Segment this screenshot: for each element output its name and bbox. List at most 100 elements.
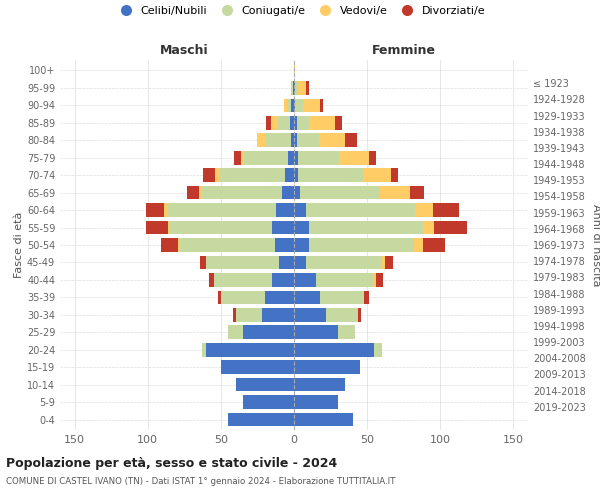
Y-axis label: Fasce di età: Fasce di età <box>14 212 24 278</box>
Bar <box>376 273 383 286</box>
Bar <box>340 151 368 164</box>
Bar <box>319 134 345 147</box>
Bar <box>306 81 308 94</box>
Bar <box>187 186 199 200</box>
Bar <box>199 186 202 200</box>
Bar <box>306 204 415 217</box>
Bar <box>234 151 241 164</box>
Bar <box>297 134 319 147</box>
Bar <box>277 204 294 217</box>
Text: Popolazione per età, sesso e stato civile - 2024: Popolazione per età, sesso e stato civil… <box>6 458 337 470</box>
Bar <box>294 116 297 130</box>
Bar <box>298 151 340 164</box>
Bar <box>203 168 215 182</box>
Bar <box>285 168 294 182</box>
Bar <box>220 168 285 182</box>
Bar <box>228 326 243 339</box>
Text: COMUNE DI CASTEL IVANO (TN) - Dati ISTAT 1° gennaio 2024 - Elaborazione TUTTITAL: COMUNE DI CASTEL IVANO (TN) - Dati ISTAT… <box>6 478 395 486</box>
Bar <box>374 343 382 356</box>
Bar <box>294 204 306 217</box>
Bar <box>283 186 294 200</box>
Bar <box>291 81 293 94</box>
Bar <box>294 168 298 182</box>
Bar <box>161 238 178 252</box>
Bar <box>368 151 376 164</box>
Bar <box>294 186 300 200</box>
Bar <box>294 273 316 286</box>
Bar <box>206 256 280 270</box>
Bar <box>221 360 294 374</box>
Bar <box>308 116 335 130</box>
Text: Femmine: Femmine <box>371 44 436 57</box>
Bar <box>326 308 358 322</box>
Bar <box>345 134 357 147</box>
Bar <box>294 220 308 234</box>
Bar <box>414 238 422 252</box>
Bar <box>382 256 385 270</box>
Bar <box>294 134 297 147</box>
Bar <box>235 378 294 392</box>
Bar <box>170 220 272 234</box>
Bar <box>433 204 459 217</box>
Bar <box>215 168 220 182</box>
Bar <box>272 220 294 234</box>
Bar <box>335 116 342 130</box>
Bar <box>266 116 271 130</box>
Bar <box>291 98 294 112</box>
Bar <box>271 116 278 130</box>
Y-axis label: Anni di nascita: Anni di nascita <box>591 204 600 286</box>
Bar <box>206 343 294 356</box>
Bar <box>380 186 410 200</box>
Bar <box>294 326 338 339</box>
Bar <box>303 98 320 112</box>
Bar <box>287 98 291 112</box>
Bar <box>209 273 214 286</box>
Bar <box>298 168 364 182</box>
Bar <box>294 378 345 392</box>
Bar <box>294 151 298 164</box>
Bar <box>218 290 221 304</box>
Bar <box>374 273 376 286</box>
Bar <box>291 134 294 147</box>
Bar <box>364 290 368 304</box>
Bar <box>300 186 380 200</box>
Bar <box>295 98 303 112</box>
Bar <box>294 308 326 322</box>
Bar <box>202 343 206 356</box>
Bar <box>288 151 294 164</box>
Bar <box>146 204 164 217</box>
Bar <box>180 238 275 252</box>
Bar <box>278 116 290 130</box>
Bar <box>284 98 287 112</box>
Bar <box>200 256 206 270</box>
Bar <box>294 238 308 252</box>
Bar <box>415 204 433 217</box>
Bar <box>294 343 374 356</box>
Bar <box>275 238 294 252</box>
Bar <box>280 256 294 270</box>
Bar <box>214 273 272 286</box>
Bar <box>294 64 295 78</box>
Bar <box>294 81 295 94</box>
Bar <box>294 360 360 374</box>
Bar <box>410 186 424 200</box>
Bar <box>294 412 353 426</box>
Bar <box>434 220 467 234</box>
Bar <box>358 308 361 322</box>
Bar <box>178 238 180 252</box>
Bar <box>298 81 306 94</box>
Bar <box>244 151 288 164</box>
Bar <box>294 98 295 112</box>
Bar <box>167 204 277 217</box>
Legend: Celibi/Nubili, Coniugati/e, Vedovi/e, Divorziati/e: Celibi/Nubili, Coniugati/e, Vedovi/e, Di… <box>115 6 485 16</box>
Bar <box>262 308 294 322</box>
Bar <box>297 116 308 130</box>
Bar <box>202 186 283 200</box>
Bar <box>306 256 382 270</box>
Bar <box>257 134 265 147</box>
Bar <box>316 273 374 286</box>
Bar <box>290 116 294 130</box>
Bar <box>364 168 391 182</box>
Bar <box>294 256 306 270</box>
Bar <box>423 238 445 252</box>
